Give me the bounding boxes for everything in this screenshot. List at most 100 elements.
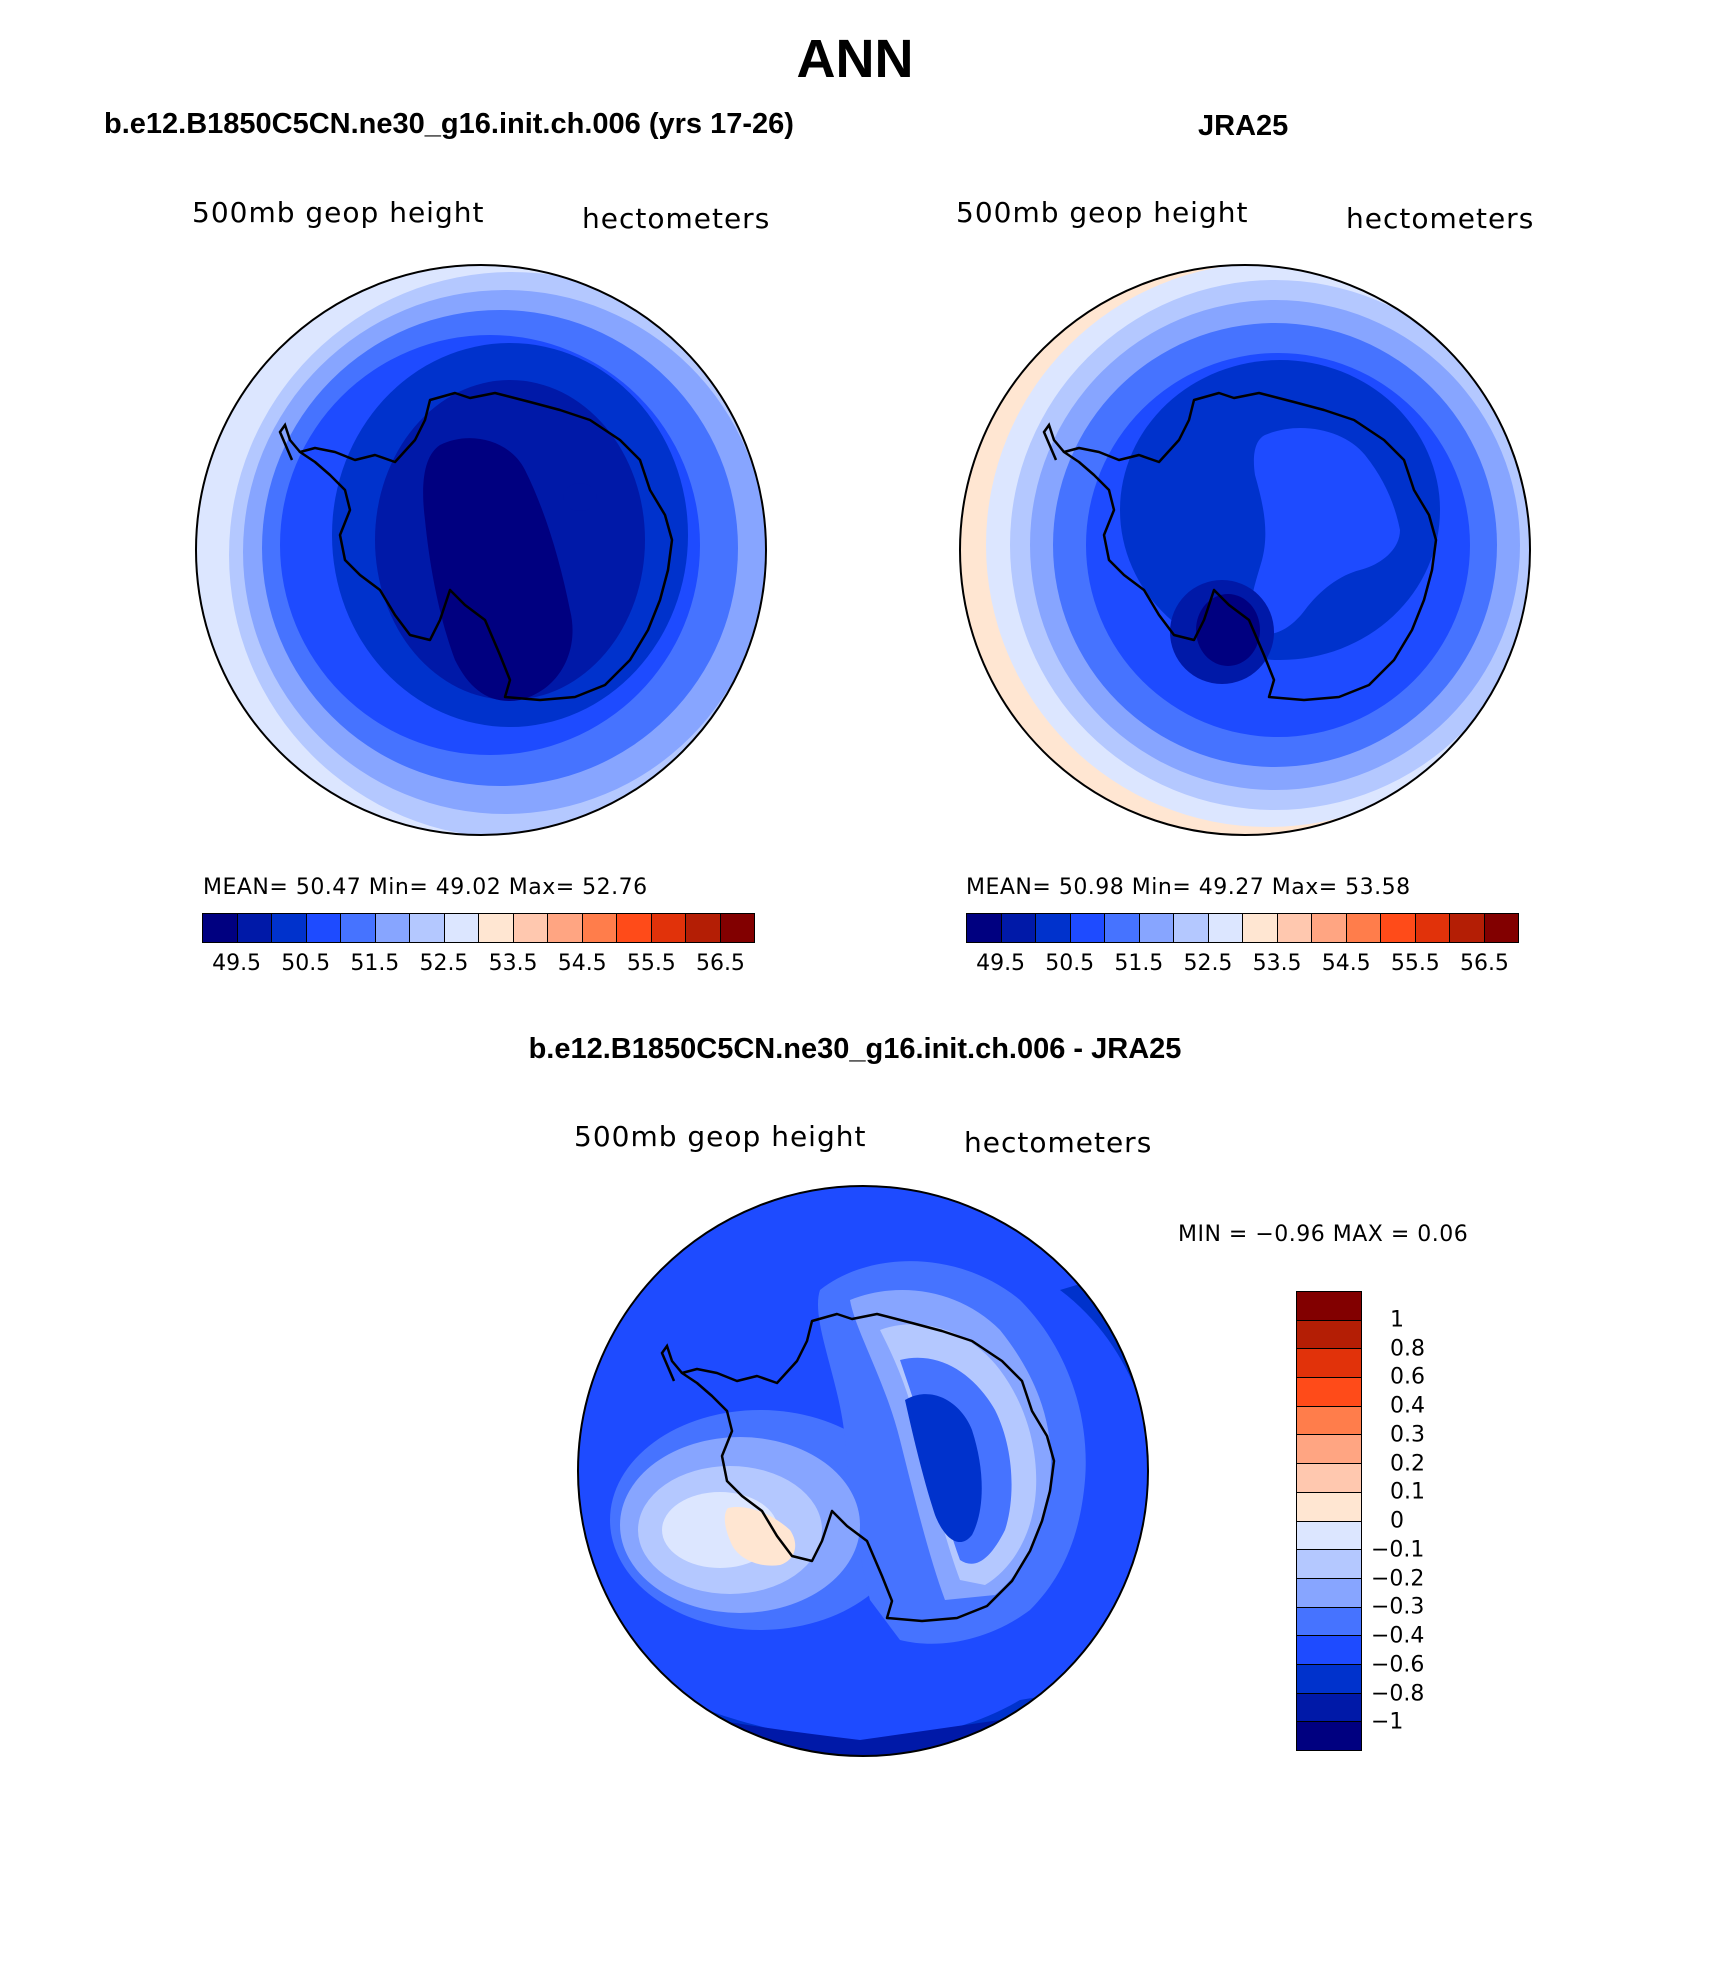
model-min-region — [423, 438, 573, 701]
obs-min-core — [1196, 594, 1260, 666]
colorbar-swatch — [306, 914, 341, 942]
colorbar-swatch — [617, 914, 652, 942]
colorbar-tick-label: −0.4 — [1371, 1623, 1425, 1649]
colorbar-swatch — [1297, 1550, 1361, 1579]
model-peninsula-coast — [278, 422, 301, 461]
figure-title: ANN — [796, 29, 914, 89]
colorbar-swatch — [1001, 914, 1036, 942]
colorbar-swatch — [1208, 914, 1243, 942]
colorbar-tick-label: 51.5 — [350, 951, 400, 976]
colorbar-swatch — [1277, 914, 1312, 942]
colorbar-swatch — [1297, 1722, 1361, 1750]
obs-panel-title: JRA25 — [1198, 110, 1289, 142]
colorbar-tick-label: 0.6 — [1390, 1364, 1425, 1390]
colorbar-tick-label: 1 — [1390, 1307, 1404, 1333]
colorbar-tick-label: 55.5 — [1390, 951, 1440, 976]
colorbar-tick-label: 52.5 — [1183, 951, 1233, 976]
diff-positive-region — [724, 1506, 796, 1566]
colorbar-swatch — [1036, 914, 1071, 942]
colorbar-swatch — [272, 914, 307, 942]
model-local-min — [563, 483, 597, 511]
diff-band-neg0-6-inner — [905, 1394, 982, 1543]
colorbar-tick-label: −0.2 — [1371, 1566, 1425, 1591]
colorbar-tick-label: 55.5 — [626, 951, 676, 976]
colorbar-swatch — [1297, 1464, 1361, 1493]
colorbar-swatch — [1312, 914, 1347, 942]
obs-peninsula-coast — [1042, 422, 1065, 461]
diff-panel-title: b.e12.B1850C5CN.ne30_g16.init.ch.006 - J… — [528, 1033, 1182, 1065]
colorbar-swatch — [410, 914, 445, 942]
colorbar-swatch — [1297, 1292, 1361, 1321]
obs-variable-label: 500mb geop height — [956, 196, 1249, 229]
diff-colorbar — [1296, 1291, 1362, 1751]
colorbar-tick-label: 56.5 — [1459, 951, 1509, 976]
colorbar-swatch — [1070, 914, 1105, 942]
colorbar-swatch — [1297, 1492, 1361, 1522]
colorbar-tick-label: 0.4 — [1390, 1393, 1425, 1419]
colorbar-swatch — [548, 914, 583, 942]
colorbar-tick-label: 50.5 — [281, 951, 331, 976]
colorbar-swatch — [1297, 1320, 1361, 1350]
colorbar-swatch — [1297, 1664, 1361, 1694]
model-stats: MEAN= 50.47 Min= 49.02 Max= 52.76 — [203, 875, 648, 900]
colorbar-tick-label: 51.5 — [1114, 951, 1164, 976]
colorbar-swatch — [1381, 914, 1416, 942]
colorbar-tick-label: 53.5 — [1252, 951, 1302, 976]
model-map-border — [195, 264, 767, 836]
colorbar-tick-label: −1 — [1371, 1709, 1404, 1735]
colorbar-tick-label: 54.5 — [1321, 951, 1371, 976]
colorbar-tick-label: 0.2 — [1390, 1451, 1425, 1476]
colorbar-swatch — [651, 914, 686, 942]
colorbar-swatch — [1297, 1406, 1361, 1436]
colorbar-swatch — [237, 914, 272, 942]
colorbar-tick-label: −0.1 — [1371, 1537, 1425, 1563]
colorbar-swatch — [582, 914, 617, 942]
obs-map — [960, 265, 1530, 835]
colorbar-swatch — [1243, 914, 1278, 942]
colorbar-swatch — [444, 914, 479, 942]
colorbar-swatch — [1415, 914, 1450, 942]
obs-antarctica-coast — [1062, 391, 1438, 702]
colorbar-swatch — [967, 914, 1002, 942]
diff-stats: MIN = −0.96 MAX = 0.06 — [1178, 1222, 1469, 1247]
model-variable-label: 500mb geop height — [192, 196, 485, 229]
model-units-label: hectometers — [582, 202, 771, 235]
diff-map-border — [577, 1185, 1149, 1757]
colorbar-swatch — [513, 914, 548, 942]
model-map — [196, 265, 766, 835]
colorbar-swatch — [1346, 914, 1381, 942]
colorbar-tick-label: 0.8 — [1390, 1336, 1425, 1361]
obs-colorbar — [966, 913, 1519, 943]
colorbar-swatch — [1450, 914, 1485, 942]
model-colorbar — [202, 913, 755, 943]
colorbar-swatch — [1297, 1349, 1361, 1379]
colorbar-swatch — [203, 914, 238, 942]
colorbar-swatch — [375, 914, 410, 942]
colorbar-tick-label: 0.3 — [1390, 1422, 1425, 1448]
colorbar-swatch — [1484, 914, 1518, 942]
diff-peninsula-coast — [660, 1343, 683, 1382]
colorbar-tick-label: 50.5 — [1045, 951, 1095, 976]
colorbar-swatch — [341, 914, 376, 942]
colorbar-swatch — [1297, 1435, 1361, 1465]
diff-antarctica-coast — [680, 1312, 1056, 1623]
colorbar-swatch — [1297, 1578, 1361, 1608]
colorbar-tick-label: 0.1 — [1390, 1479, 1425, 1505]
colorbar-tick-label: −0.8 — [1371, 1681, 1425, 1706]
model-panel-title: b.e12.B1850C5CN.ne30_g16.init.ch.006 (yr… — [104, 108, 794, 140]
colorbar-swatch — [1297, 1636, 1361, 1665]
colorbar-tick-label: 54.5 — [557, 951, 607, 976]
colorbar-tick-label: −0.3 — [1371, 1594, 1425, 1620]
diff-variable-label: 500mb geop height — [574, 1120, 867, 1153]
obs-map-border — [959, 264, 1531, 836]
colorbar-swatch — [1174, 914, 1209, 942]
colorbar-tick-label: 53.5 — [488, 951, 538, 976]
colorbar-swatch — [1297, 1607, 1361, 1637]
colorbar-tick-label: 49.5 — [976, 951, 1026, 976]
model-antarctica-coast — [298, 391, 674, 702]
colorbar-swatch — [1297, 1378, 1361, 1407]
colorbar-tick-label: 52.5 — [419, 951, 469, 976]
colorbar-tick-label: 0 — [1390, 1508, 1404, 1534]
obs-units-label: hectometers — [1346, 202, 1535, 235]
